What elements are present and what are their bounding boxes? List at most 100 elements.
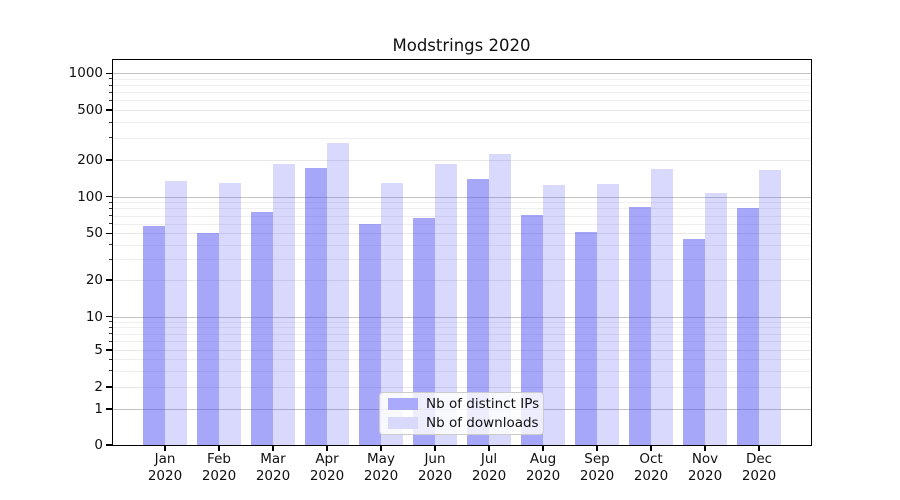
x-label-month: Apr <box>315 451 339 467</box>
x-label-year: 2020 <box>579 468 615 484</box>
gridline-200 <box>112 160 811 161</box>
y-axis-tick-0 <box>106 444 112 446</box>
bar-distinct-ips-jan <box>143 226 165 445</box>
bar-distinct-ips-aug <box>521 214 543 445</box>
gridline-minor <box>112 122 811 124</box>
legend: Nb of distinct IPs Nb of downloads <box>379 392 544 435</box>
bar-distinct-ips-apr <box>305 168 327 445</box>
y-axis-minor-tick <box>109 321 112 323</box>
gridline-20 <box>112 280 811 281</box>
x-label-month: Nov <box>691 451 719 467</box>
gridline-500 <box>112 110 811 111</box>
gridline-minor <box>112 333 811 335</box>
y-axis-minor-tick <box>109 258 112 260</box>
x-axis-tick-oct <box>650 445 652 451</box>
x-label-year: 2020 <box>147 468 183 484</box>
bar-distinct-ips-nov <box>683 238 705 445</box>
bar-downloads-apr <box>327 143 349 445</box>
y-axis-minor-tick <box>109 340 112 342</box>
bar-distinct-ips-sep <box>575 232 597 445</box>
bar-downloads-jul <box>489 154 511 445</box>
y-axis-minor-tick <box>109 223 112 225</box>
y-axis-minor-tick <box>109 333 112 335</box>
x-label-year: 2020 <box>363 468 399 484</box>
bar-downloads-jan <box>165 181 187 445</box>
y-axis-minor-tick <box>109 91 112 93</box>
y-axis-minor-tick <box>109 358 112 360</box>
x-axis-tick-label-jul: Jul 2020 <box>462 451 516 485</box>
x-label-year: 2020 <box>633 468 669 484</box>
bar-distinct-ips-mar <box>251 211 273 445</box>
gridline-minor <box>112 370 811 372</box>
x-label-year: 2020 <box>201 468 237 484</box>
x-label-year: 2020 <box>417 468 453 484</box>
x-label-month: Jan <box>154 451 176 467</box>
x-label-year: 2020 <box>687 468 723 484</box>
x-label-month: Aug <box>529 451 557 467</box>
y-axis-minor-tick <box>109 215 112 217</box>
x-axis-tick-label-may: May 2020 <box>354 451 408 485</box>
y-axis-tick-1 <box>106 408 112 410</box>
x-axis-tick-apr <box>326 445 328 451</box>
y-axis-tick-label: 5 <box>94 342 103 358</box>
gridline-minor <box>112 359 811 360</box>
gridline-minor <box>112 259 811 261</box>
bar-distinct-ips-oct <box>629 207 651 445</box>
bar-downloads-jun <box>435 163 457 445</box>
gridline-minor <box>112 244 811 246</box>
gridline-minor <box>112 78 811 80</box>
x-axis-tick-label-aug: Aug 2020 <box>516 451 570 485</box>
gridline-minor <box>112 215 811 217</box>
x-label-year: 2020 <box>525 468 561 484</box>
y-axis-tick-label: 1 <box>94 401 103 417</box>
y-axis-minor-tick <box>109 370 112 372</box>
gridline-minor <box>112 327 811 329</box>
x-axis-tick-label-apr: Apr 2020 <box>300 451 354 485</box>
x-label-month: Dec <box>745 451 773 467</box>
bar-distinct-ips-jul <box>467 179 489 445</box>
bar-distinct-ips-jun <box>413 217 435 445</box>
gridline-minor <box>112 208 811 210</box>
x-axis-tick-jan <box>164 445 166 451</box>
y-axis-tick-label: 0 <box>94 437 103 453</box>
gridline-minor <box>112 202 811 204</box>
y-axis-tick-label: 100 <box>77 188 103 205</box>
gridline-50 <box>112 233 811 235</box>
bar-downloads-feb <box>219 182 241 445</box>
legend-swatch-downloads <box>388 417 418 429</box>
legend-item-distinct-ips: Nb of distinct IPs <box>388 396 539 412</box>
y-axis-minor-tick <box>109 137 112 139</box>
bar-distinct-ips-dec <box>737 207 759 445</box>
y-axis-tick-500 <box>106 109 112 111</box>
y-axis-tick-5 <box>106 349 112 351</box>
y-axis-tick-label: 1000 <box>68 65 103 82</box>
bar-downloads-mar <box>273 164 295 445</box>
legend-label-distinct-ips: Nb of distinct IPs <box>426 396 540 412</box>
y-axis-tick-label: 50 <box>85 225 103 242</box>
gridline-2 <box>112 387 811 388</box>
y-axis-minor-tick <box>109 244 112 246</box>
y-axis-tick-50 <box>106 232 112 234</box>
gridline-1000 <box>112 73 811 75</box>
y-axis-tick-20 <box>106 279 112 281</box>
x-axis-tick-label-sep: Sep 2020 <box>570 451 624 485</box>
y-axis-tick-label: 10 <box>85 308 103 325</box>
x-label-year: 2020 <box>255 468 291 484</box>
y-axis-tick-label: 200 <box>77 152 103 168</box>
x-label-year: 2020 <box>309 468 345 484</box>
x-axis-tick-label-nov: Nov 2020 <box>678 451 732 485</box>
y-axis-tick-label: 500 <box>77 102 103 118</box>
x-axis-tick-label-oct: Oct 2020 <box>624 451 678 485</box>
gridline-minor <box>112 321 811 323</box>
x-label-year: 2020 <box>741 468 777 484</box>
x-axis-tick-label-mar: Mar 2020 <box>246 451 300 485</box>
gridline-minor <box>112 341 811 343</box>
y-axis-tick-1000 <box>106 72 112 74</box>
x-label-month: Jun <box>424 451 446 467</box>
y-axis-minor-tick <box>109 201 112 203</box>
y-axis-tick-10 <box>106 316 112 318</box>
gridline-minor <box>112 223 811 225</box>
x-axis-tick-jun <box>434 445 436 451</box>
x-axis-tick-label-dec: Dec 2020 <box>732 451 786 485</box>
